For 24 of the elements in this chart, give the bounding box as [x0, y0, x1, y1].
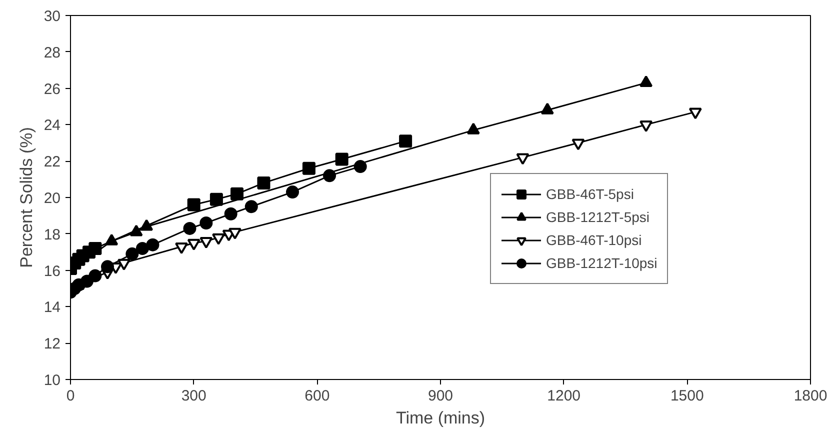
x-tick-label: 0 — [66, 388, 75, 404]
y-tick-label: 22 — [44, 154, 61, 171]
legend-label: GBB-46T-5psi — [546, 186, 634, 202]
legend-label: GBB-1212T-10psi — [546, 255, 658, 271]
y-tick-label: 30 — [44, 8, 61, 25]
y-tick-label: 24 — [44, 117, 61, 134]
x-tick-label: 300 — [181, 388, 206, 404]
y-axis-title: Percent Solids (%) — [16, 127, 36, 268]
x-tick-label: 900 — [428, 388, 454, 404]
y-tick-label: 16 — [44, 262, 61, 280]
x-tick-label: 1800 — [794, 388, 828, 404]
x-tick-label: 1200 — [547, 388, 581, 404]
x-axis-title: Time (mins) — [396, 408, 486, 428]
y-tick-label: 20 — [44, 190, 61, 207]
legend-label: GBB-1212T-5psi — [546, 209, 650, 225]
x-tick-label: 600 — [304, 388, 330, 404]
y-tick-label: 18 — [44, 226, 61, 244]
y-tick-label: 12 — [44, 336, 61, 353]
x-tick-label: 1500 — [670, 388, 704, 404]
y-tick-label: 28 — [44, 44, 61, 62]
y-tick-label: 10 — [44, 372, 61, 389]
legend-label: GBB-46T-10psi — [546, 232, 642, 248]
y-tick-label: 14 — [44, 299, 61, 316]
y-tick-label: 26 — [44, 80, 61, 98]
